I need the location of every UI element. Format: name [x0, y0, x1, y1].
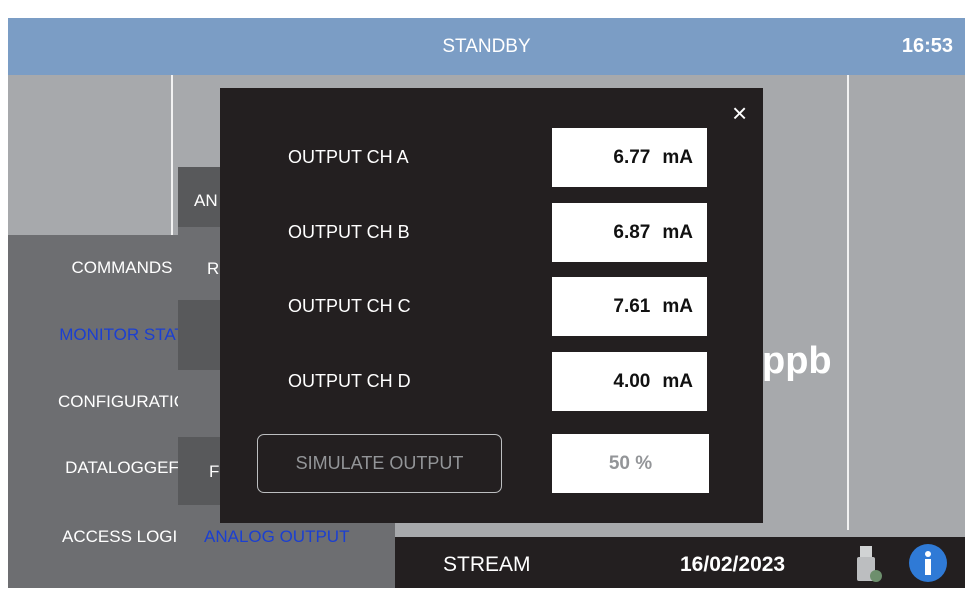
output-value-box: 7.61 mA: [552, 277, 707, 336]
output-value-box: 6.77 mA: [552, 128, 707, 187]
divider: [847, 75, 849, 530]
menu-item[interactable]: COMMANDS: [71, 258, 173, 277]
unit-label: ppb: [762, 340, 832, 382]
menu-item[interactable]: MONITOR STAT: [59, 325, 185, 344]
output-unit: mA: [662, 147, 693, 168]
dialog: × OUTPUT CH A 6.77 mA OUTPUT CH B 6.87 mA OUTP…: [220, 88, 763, 523]
output-unit: mA: [662, 221, 693, 243]
output-value: 6.87: [613, 221, 651, 243]
sub-item[interactable]: AN: [194, 191, 218, 210]
usb-icon: [857, 546, 882, 582]
output-label: OUTPUT CH A: [288, 147, 409, 167]
menu-item[interactable]: CONFIGURATIC: [57, 392, 187, 411]
output-value: 7.61: [613, 296, 651, 317]
close-button[interactable]: ×: [732, 98, 748, 128]
output-unit: mA: [662, 370, 693, 392]
percent-field[interactable]: 50 %: [552, 434, 709, 493]
divider: [171, 75, 173, 235]
output-label: OUTPUT CH C: [288, 296, 411, 316]
sub-item[interactable]: ANALOG OUTPUT: [204, 527, 350, 546]
output-value: 6.77: [613, 147, 651, 168]
header-bar: STANDBY 16:53: [8, 18, 965, 75]
sub-item[interactable]: R: [207, 259, 220, 278]
output-label: OUTPUT CH D: [288, 370, 411, 391]
output-value-box: 6.87 mA: [552, 202, 707, 262]
simulate-button[interactable]: SIMULATE OUTPUT: [257, 434, 502, 493]
info-icon[interactable]: [908, 543, 948, 583]
menu-item[interactable]: ACCESS LOGII: [62, 527, 182, 546]
date: 16/02/2023: [680, 553, 786, 576]
footer-bar: STREAM 16/02/2023: [395, 537, 965, 588]
sub-item[interactable]: F: [209, 462, 220, 481]
output-label: OUTPUT CH B: [288, 221, 410, 242]
output-unit: mA: [662, 296, 693, 317]
output-value: 4.00: [613, 370, 651, 392]
status: STANDBY: [442, 36, 531, 57]
output-value-box: 4.00 mA: [552, 351, 707, 411]
clock: 16:53: [901, 35, 953, 57]
menu-item[interactable]: DATALOGGEF: [65, 458, 179, 477]
stream: STREAM: [443, 553, 531, 576]
